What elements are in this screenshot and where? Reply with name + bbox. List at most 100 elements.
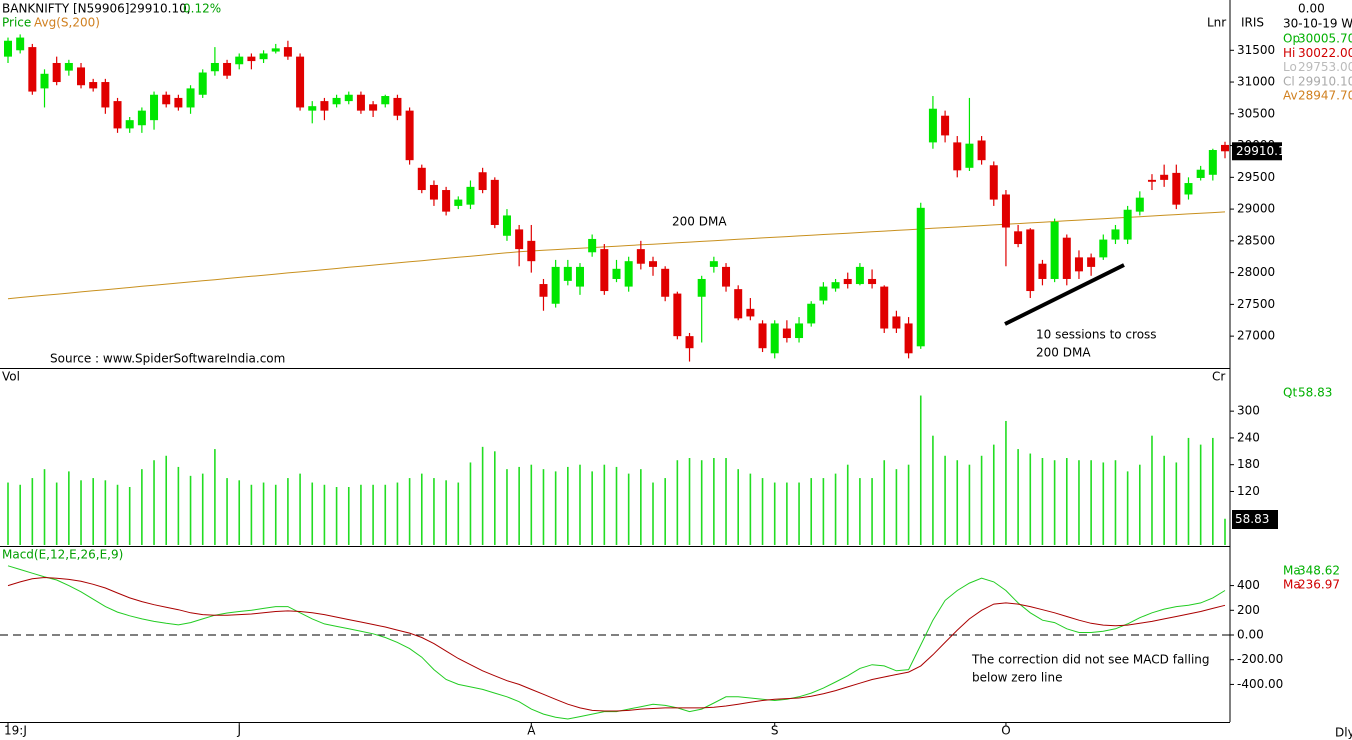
volume-bar [1175, 462, 1178, 545]
last-price-label: 29910.1 [1236, 144, 1286, 158]
volume-bar [481, 446, 484, 545]
candle-body [941, 115, 950, 136]
candle-body [247, 56, 256, 62]
volume-bar [1102, 462, 1105, 545]
volume-bar [469, 462, 472, 545]
candle-body [454, 199, 463, 206]
candle-body [965, 143, 974, 168]
candle-body [1038, 263, 1047, 279]
candle-body [1196, 169, 1205, 178]
readout-label: Qt [1283, 386, 1297, 400]
volume-bar [1151, 435, 1153, 545]
legend-price: Price [2, 16, 31, 30]
candle-body [527, 240, 536, 262]
volume-bar [445, 480, 447, 545]
volume-bar [177, 466, 180, 545]
candle-body [210, 62, 219, 72]
candle-body [673, 293, 682, 337]
candle-body [77, 67, 86, 86]
volume-bar [1224, 518, 1226, 545]
candle-body [259, 53, 268, 60]
candle-body [320, 101, 329, 111]
chart-title: BANKNIFTY [N59906]29910.10, [2, 2, 191, 16]
y-tick-label: 30500 [1237, 106, 1275, 120]
volume-bar [992, 444, 995, 545]
legend-avg: Avg(S,200) [34, 16, 100, 30]
volume-bar [968, 464, 971, 545]
candle-body [515, 229, 524, 250]
candle-body [1099, 239, 1108, 258]
volume-bar [761, 478, 764, 545]
readout-label: Hi [1283, 46, 1295, 60]
volume-bar [1041, 458, 1044, 545]
candle-body [296, 56, 305, 108]
volume-bar [895, 469, 898, 545]
volume-bar [749, 473, 752, 545]
candle-body [405, 110, 414, 161]
candle-body [649, 261, 658, 267]
volume-bar [80, 480, 82, 545]
candle-body [28, 47, 37, 92]
y-tick-label: 27000 [1237, 329, 1275, 343]
volume-bar [92, 478, 94, 545]
volume-bar [384, 484, 387, 545]
x-tick-label: A [527, 724, 536, 738]
x-tick-label: 19:J [4, 724, 27, 738]
candle-body [575, 266, 584, 287]
volume-bar [944, 455, 946, 545]
candle-body [722, 266, 731, 287]
volume-bar [19, 484, 21, 545]
candle-body [16, 37, 25, 51]
candle-body [904, 323, 913, 354]
x-tick-label: S [771, 724, 779, 738]
volume-bar [214, 449, 216, 545]
readout-value: 29910.10 [1298, 74, 1352, 88]
volume-bar [1090, 460, 1092, 545]
volume-bar [871, 478, 873, 545]
volume-bar [932, 435, 934, 545]
candle-body [356, 94, 365, 111]
volume-bar [1139, 464, 1141, 545]
volume-bar [408, 478, 411, 545]
volume-bar [420, 473, 423, 545]
readout-value: 348.62 [1298, 564, 1340, 578]
candle-body [393, 97, 402, 116]
candle-body [478, 172, 487, 191]
candle-body [624, 261, 633, 287]
candle-body [162, 94, 171, 105]
candle-body [502, 215, 511, 236]
y-tick-label: 400 [1237, 578, 1260, 592]
candle-body [989, 165, 998, 200]
volume-bar [822, 478, 825, 545]
candle-body [40, 73, 49, 89]
volume-bar [956, 460, 959, 545]
candle-body [685, 336, 694, 349]
volume-bar [786, 482, 788, 545]
volume-bar [883, 460, 886, 545]
volume-bar [104, 480, 107, 545]
y-tick-label: 120 [1237, 484, 1260, 498]
volume-bar [433, 478, 435, 545]
source: Source : www.SpiderSoftwareIndia.com [50, 352, 285, 366]
volume-bar [1114, 460, 1117, 545]
last-volume-label: 58.83 [1235, 512, 1269, 526]
candle-body [1160, 174, 1169, 180]
volume-bar [274, 484, 277, 545]
candle-body [868, 278, 877, 285]
candle-body [332, 97, 341, 105]
candle-body [101, 82, 110, 108]
volume-bar [31, 478, 34, 545]
volume-bar [68, 471, 70, 545]
volume-bar [700, 460, 703, 545]
unit-label: Cr [1212, 370, 1225, 384]
readout-label: Av [1283, 89, 1298, 103]
candle-body [588, 238, 597, 253]
volume-bar [810, 478, 813, 545]
volume-bar [676, 460, 679, 545]
volume-bar [627, 473, 630, 545]
volume-bar [299, 473, 301, 545]
readout-value: 30005.70 [1298, 32, 1352, 46]
candle-body [223, 62, 232, 76]
name-label: IRIS [1241, 16, 1264, 30]
volume-bar [713, 458, 715, 545]
